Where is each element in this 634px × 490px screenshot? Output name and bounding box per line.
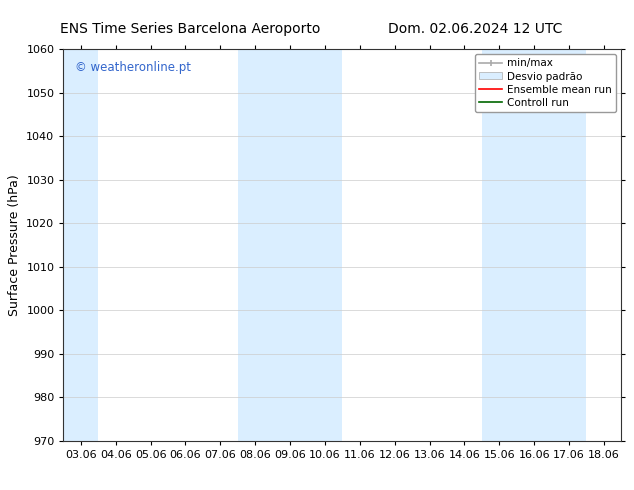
Bar xyxy=(238,49,342,441)
Legend: min/max, Desvio padrão, Ensemble mean run, Controll run: min/max, Desvio padrão, Ensemble mean ru… xyxy=(475,54,616,112)
Text: © weatheronline.pt: © weatheronline.pt xyxy=(75,61,191,74)
Bar xyxy=(482,49,586,441)
Text: Dom. 02.06.2024 12 UTC: Dom. 02.06.2024 12 UTC xyxy=(388,22,563,36)
Bar xyxy=(63,49,98,441)
Y-axis label: Surface Pressure (hPa): Surface Pressure (hPa) xyxy=(8,174,21,316)
Text: ENS Time Series Barcelona Aeroporto: ENS Time Series Barcelona Aeroporto xyxy=(60,22,320,36)
